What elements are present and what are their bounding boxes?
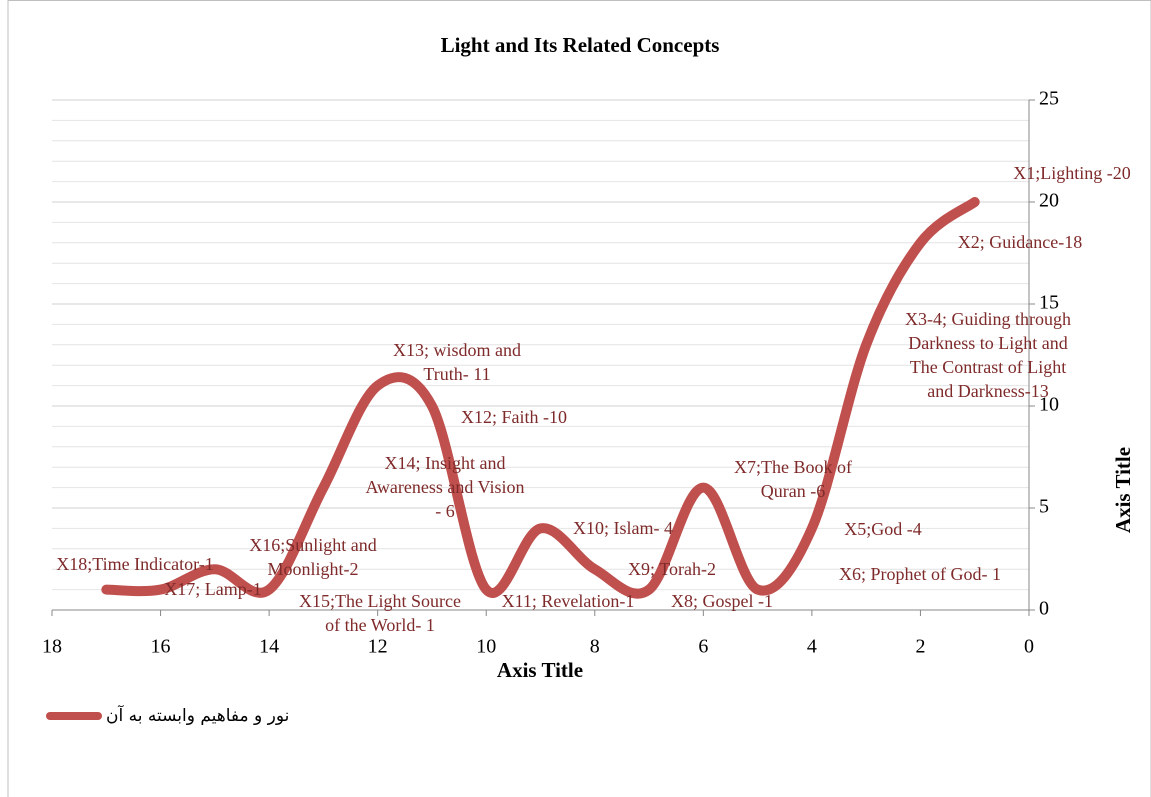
x-tick-label: 2 [915, 636, 925, 658]
x-tick-label: 8 [590, 636, 600, 658]
data-label: X5;God -4 [844, 519, 922, 539]
y-tick-label: 25 [1039, 88, 1059, 110]
data-label: X3-4; Guiding through Darkness to Light a… [905, 309, 1071, 401]
y-tick-label: 5 [1039, 496, 1049, 518]
chart-title: Light and Its Related Concepts [441, 33, 720, 57]
x-tick-label: 18 [42, 636, 62, 658]
data-label: X10; Islam- 4 [573, 518, 673, 538]
y-tick-label: 0 [1039, 598, 1049, 620]
line-series [101, 197, 980, 599]
x-tick-label: 16 [151, 636, 171, 658]
x-tick-label: 4 [807, 636, 817, 658]
chart-border [7, 0, 1151, 797]
x-tick-label: 6 [698, 636, 708, 658]
x-tick-label: 10 [476, 636, 496, 658]
x-axis-title: Axis Title [497, 658, 583, 682]
x-tick-label: 0 [1024, 636, 1034, 658]
data-label: X8; Gospel -1 [671, 591, 773, 611]
y-tick-label: 10 [1039, 394, 1059, 416]
data-label: X18;Time Indicator-1 [56, 554, 213, 574]
data-label: X6; Prophet of God- 1 [839, 564, 1001, 584]
x-tick-label: 12 [368, 636, 388, 658]
x-tick-label: 14 [259, 636, 279, 658]
data-label: X12; Faith -10 [461, 407, 567, 427]
data-label: X9; Torah-2 [628, 559, 716, 579]
data-label: X13; wisdom and Truth- 11 [393, 340, 521, 384]
data-label: X1;Lighting -20 [1013, 163, 1131, 183]
y-tick-label: 15 [1039, 292, 1059, 314]
data-label: X17; Lamp-1 [164, 579, 261, 599]
y-axis-title: Axis Title [1111, 447, 1135, 533]
data-label: X11; Revelation-1 [502, 591, 635, 611]
data-label: X2; Guidance-18 [958, 232, 1082, 252]
data-label: X16;Sunlight and Moonlight-2 [249, 535, 377, 579]
y-tick-label: 20 [1039, 190, 1059, 212]
data-label: X7;The Book of Quran -6 [734, 457, 852, 501]
data-label: X14; Insight and Awareness and Vision - 6 [366, 453, 525, 521]
legend-label: نور و مفاهیم وابسته به آن [106, 704, 289, 726]
data-label: X15;The Light Source of the World- 1 [299, 591, 461, 635]
